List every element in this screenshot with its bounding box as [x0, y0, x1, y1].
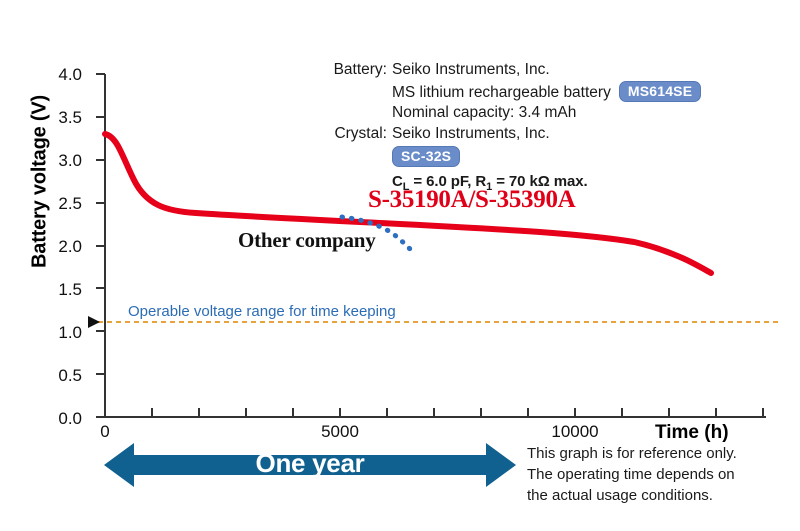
disclaimer-line-1: This graph is for reference only. [527, 445, 737, 462]
reference-line-marker-triangle [88, 316, 100, 328]
y-tick-label-1-5: 1.5 [58, 280, 82, 299]
r1-subscript: 1 [486, 180, 493, 193]
battery-type-row: MS lithium rechargeable battery MS614SE [325, 80, 745, 104]
series-label-other-company: Other company [238, 228, 376, 252]
crystal-part-number-badge: SC-32S [392, 146, 461, 167]
r1-end-text: = 70 kΩ max. [492, 172, 588, 190]
y-tick-label-4-0: 4.0 [58, 65, 82, 84]
y-tick-marks [96, 73, 105, 418]
cl-symbol: C [392, 172, 403, 190]
y-tick-label-2-0: 2.0 [58, 237, 82, 256]
y-tick-label-0-5: 0.5 [58, 366, 82, 385]
spec-annotation-block: Battery: Seiko Instruments, Inc. MS lith… [325, 60, 745, 197]
y-tick-label-0-0: 0.0 [58, 409, 82, 428]
operable-voltage-range-label: Operable voltage range for time keeping [128, 303, 396, 320]
crystal-badge-row: SC-32S [325, 146, 745, 169]
x-axis-title: Time (h) [655, 422, 729, 443]
crystal-spec-row: CL = 6.0 pF, R1 = 70 kΩ max. [325, 172, 745, 198]
x-tick-marks [104, 408, 764, 417]
battery-type-value: MS lithium rechargeable battery [392, 83, 611, 101]
y-tick-label-3-5: 3.5 [58, 108, 82, 127]
cl-subscript: L [402, 180, 410, 193]
one-year-arrow-label: One year [255, 448, 365, 478]
cl-mid-text: = 6.0 pF, R [409, 172, 487, 190]
battery-label: Battery: [333, 61, 387, 78]
disclaimer-line-3: the actual usage conditions. [527, 487, 713, 504]
crystal-maker-value: Seiko Instruments, Inc. [392, 124, 550, 142]
battery-capacity-row: Nominal capacity: 3.4 mAh [392, 104, 577, 121]
battery-maker-row: Battery: Seiko Instruments, Inc. [325, 60, 745, 81]
x-tick-label-5000: 5000 [321, 422, 359, 441]
y-tick-label-3-0: 3.0 [58, 151, 82, 170]
crystal-label: Crystal: [334, 124, 387, 142]
battery-maker-value: Seiko Instruments, Inc. [392, 61, 550, 78]
x-tick-label-0: 0 [100, 422, 110, 441]
disclaimer-line-2: The operating time depends on [527, 466, 735, 483]
crystal-maker-row: Crystal: Seiko Instruments, Inc. [325, 124, 745, 145]
battery-part-number-badge: MS614SE [618, 80, 702, 102]
one-year-arrow-shape [104, 443, 516, 487]
y-tick-label-2-5: 2.5 [58, 194, 82, 213]
series-line-s35190a [102, 131, 714, 276]
x-tick-label-10000: 10000 [551, 422, 599, 441]
disclaimer-note: This graph is for reference only. The op… [527, 443, 775, 506]
series-label-s35190a: S-35190A/S-35390A [368, 186, 576, 213]
y-tick-label-1-0: 1.0 [58, 323, 82, 342]
